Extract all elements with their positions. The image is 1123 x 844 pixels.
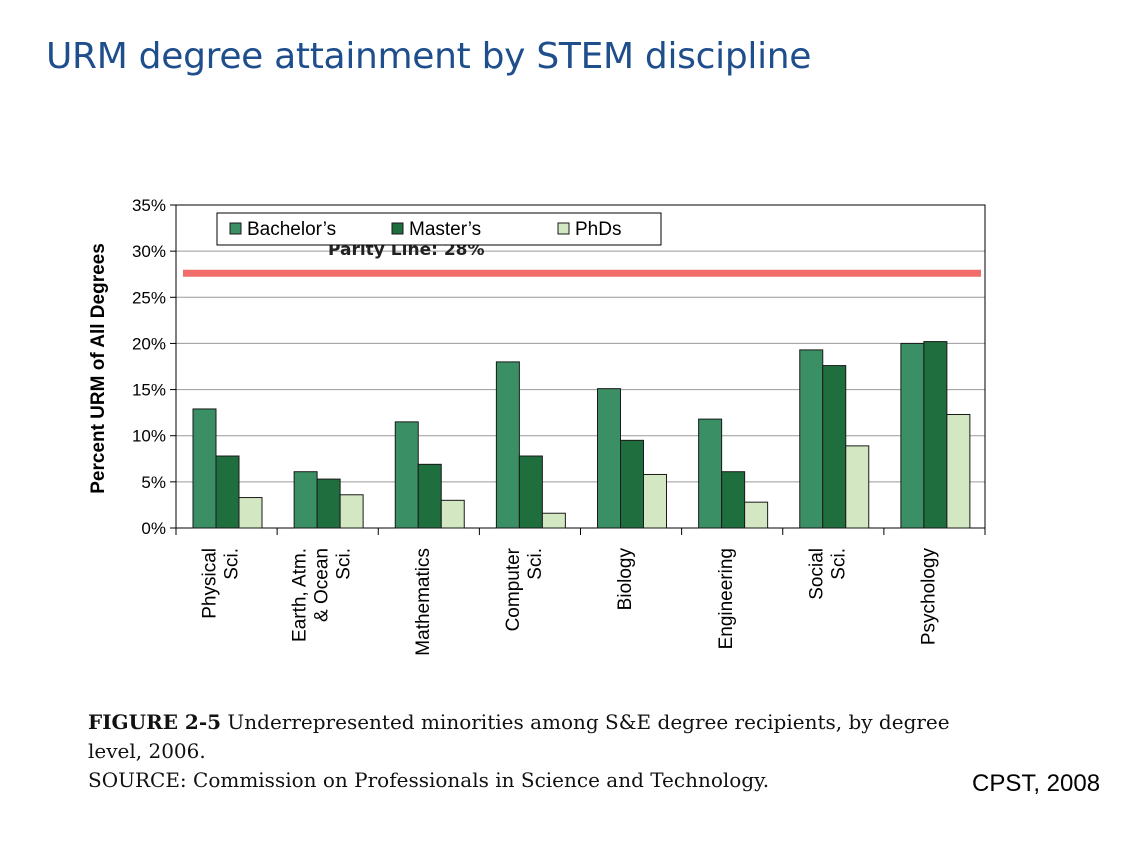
category-label-line: Psychology xyxy=(918,548,939,646)
bar xyxy=(541,512,566,529)
category-label-line: Sci. xyxy=(222,548,243,580)
bar xyxy=(518,455,543,529)
legend-label: Master’s xyxy=(409,219,481,240)
figure-caption-text: Underrepresented minorities among S&E de… xyxy=(88,710,950,763)
slide-citation: CPST, 2008 xyxy=(972,770,1101,797)
y-tick-label: 35% xyxy=(132,196,166,215)
bar xyxy=(946,413,971,529)
category-label-line: Mathematics xyxy=(413,548,434,656)
legend-swatch xyxy=(557,222,570,235)
bar xyxy=(721,471,746,529)
bar xyxy=(845,445,870,529)
legend-label: PhDs xyxy=(575,219,621,240)
category-label: SocialSci. xyxy=(806,548,849,600)
category-label-line: Earth, Atm. xyxy=(290,548,311,642)
bar xyxy=(900,342,925,529)
y-tick-label: 15% xyxy=(132,381,166,400)
bar xyxy=(215,455,240,529)
bar-chart: 0%5%10%15%20%25%30%35%PhysicalSci. Earth,… xyxy=(88,196,986,656)
category-label-line: Sci. xyxy=(828,548,849,580)
bar xyxy=(597,388,621,529)
category-label-line: Biology xyxy=(615,548,636,611)
bar xyxy=(440,499,465,529)
bar xyxy=(822,365,847,529)
category-label-line: Sci. xyxy=(525,548,546,580)
category-label-line: Computer xyxy=(503,547,524,631)
y-tick-label: 20% xyxy=(132,334,166,353)
bar xyxy=(394,421,419,529)
category-label: Earth, Atm.& OceanSci. xyxy=(290,548,355,642)
category-label-line: & Ocean xyxy=(312,548,333,622)
legend-swatch xyxy=(391,222,404,235)
y-tick-label: 25% xyxy=(132,288,166,307)
bar xyxy=(643,473,667,529)
category-label: PhysicalSci. xyxy=(200,548,243,619)
bar xyxy=(339,494,364,529)
figure-caption: FIGURE 2-5 Underrepresented minorities a… xyxy=(88,708,1008,766)
bar xyxy=(620,439,644,529)
figure-source: SOURCE: Commission on Professionals in S… xyxy=(88,768,770,792)
bar xyxy=(698,418,723,529)
bar xyxy=(417,463,442,529)
bar xyxy=(799,349,824,529)
bar xyxy=(192,408,217,529)
y-axis-label: Percent URM of All Degrees xyxy=(88,243,109,494)
category-label: ComputerSci. xyxy=(503,547,546,631)
legend-box xyxy=(216,212,662,246)
category-label-line: Social xyxy=(806,548,827,600)
bar xyxy=(744,501,769,529)
category-label: Psychology xyxy=(918,548,939,646)
y-tick-label: 30% xyxy=(132,242,166,261)
category-label: Mathematics xyxy=(413,548,434,656)
bar xyxy=(316,478,341,529)
bar xyxy=(238,497,263,529)
bar xyxy=(293,471,318,529)
slide-title: URM degree attainment by STEM discipline xyxy=(46,36,812,77)
y-tick-label: 5% xyxy=(141,473,166,492)
category-label: Engineering xyxy=(716,548,737,649)
category-label-line: Sci. xyxy=(334,548,355,580)
category-label: Biology xyxy=(615,548,636,611)
bar xyxy=(923,341,948,529)
category-label-line: Engineering xyxy=(716,548,737,649)
category-label-line: Physical xyxy=(200,548,221,619)
figure-label: FIGURE 2-5 xyxy=(88,710,222,734)
y-tick-label: 10% xyxy=(132,427,166,446)
y-tick-label: 0% xyxy=(141,519,166,538)
legend-label: Bachelor’s xyxy=(247,219,336,240)
legend-swatch xyxy=(229,222,242,235)
bar xyxy=(495,361,520,529)
